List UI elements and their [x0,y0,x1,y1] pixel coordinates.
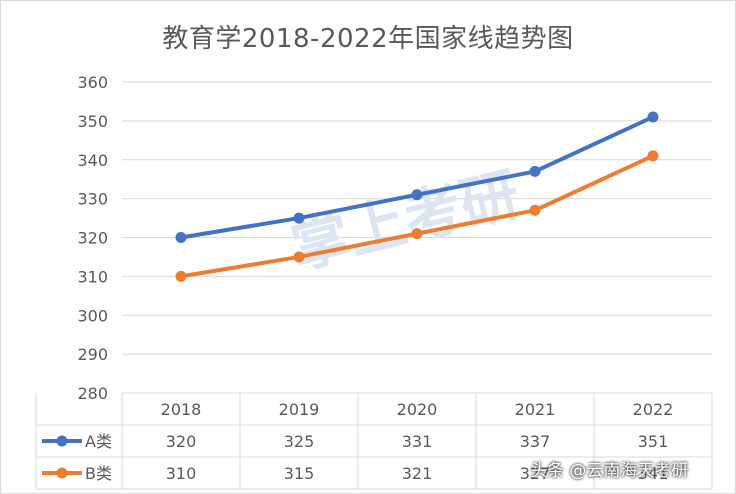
data-table-value: 315 [284,464,315,483]
legend-label: A类 [85,432,112,451]
x-tick-label: 2022 [633,400,674,419]
data-point [293,212,305,224]
y-tick-label: 290 [77,345,108,364]
data-table-value: 351 [638,432,669,451]
data-table-value: 337 [520,432,551,451]
legend-marker [56,435,68,447]
x-tick-label: 2021 [515,400,556,419]
y-tick-label: 280 [77,384,108,403]
data-point [175,270,187,282]
data-point [529,204,541,216]
y-tick-label: 330 [77,190,108,209]
y-tick-label: 320 [77,229,108,248]
x-tick-label: 2019 [279,400,320,419]
data-point [647,111,659,123]
data-point [411,189,423,201]
y-tick-label: 350 [77,112,108,131]
chart-title: 教育学2018-2022年国家线趋势图 [162,24,574,54]
data-point [293,251,305,263]
data-point [175,232,187,243]
x-tick-label: 2020 [397,400,438,419]
footer-watermark: 头条 @云南海天考研 [530,461,689,481]
data-table-value: 325 [284,432,315,451]
x-tick-label: 2018 [161,400,202,419]
legend-label: B类 [85,464,112,483]
y-tick-label: 310 [77,267,108,286]
data-table-value: 341 [638,464,669,483]
y-tick-label: 300 [77,306,108,325]
data-table-value: 310 [166,464,197,483]
data-point [529,165,541,177]
y-tick-label: 340 [77,151,108,170]
data-table-value: 327 [520,464,551,483]
data-point [411,228,423,240]
legend-marker [56,467,68,479]
y-tick-label: 360 [77,73,108,92]
data-table-value: 320 [166,432,197,451]
data-table-value: 321 [402,464,433,483]
data-table-value: 331 [402,432,433,451]
data-point [647,150,659,162]
